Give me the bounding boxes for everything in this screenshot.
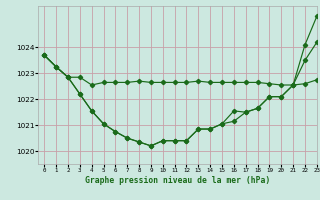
X-axis label: Graphe pression niveau de la mer (hPa): Graphe pression niveau de la mer (hPa) — [85, 176, 270, 185]
